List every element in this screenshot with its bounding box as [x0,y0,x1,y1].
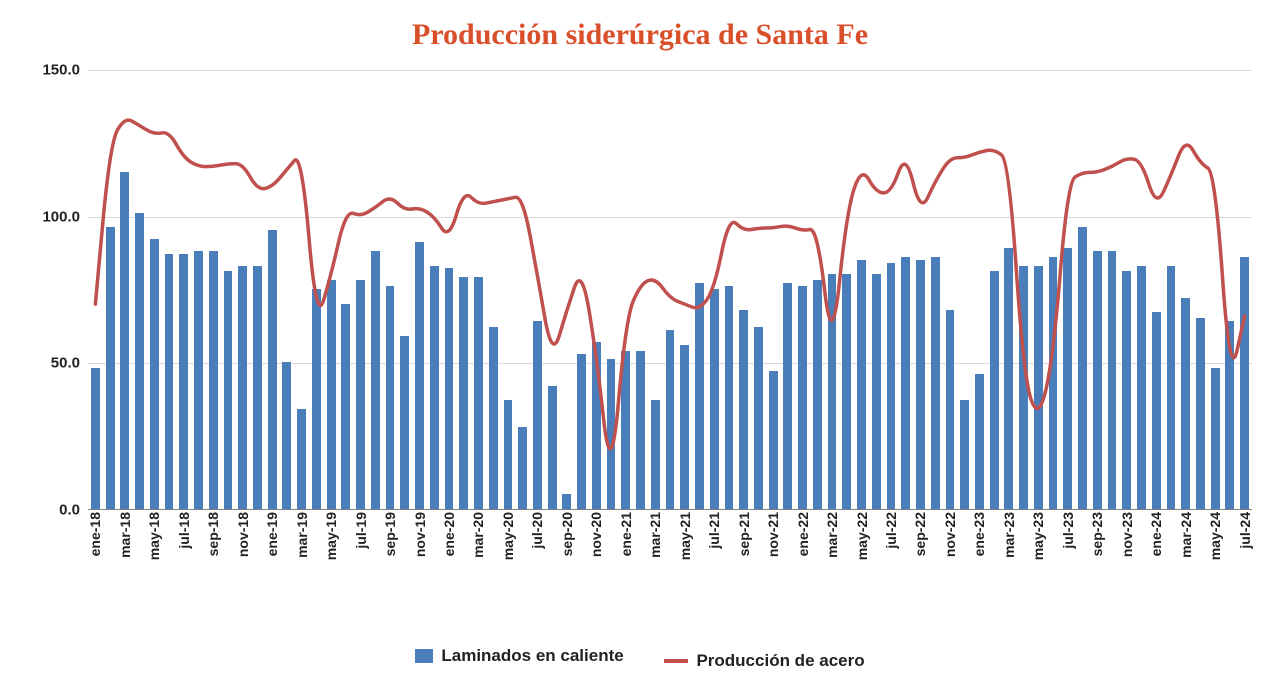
x-tick-label: ene-20 [441,512,457,556]
y-tick-label: 150.0 [28,62,80,79]
x-tick-label: may-18 [146,512,162,560]
x-tick-label: sep-23 [1089,512,1105,556]
x-tick-label: nov-20 [588,512,604,557]
chart-title: Producción siderúrgica de Santa Fe [0,0,1280,62]
chart-area: 0.050.0100.0150.0 ene-18mar-18may-18jul-… [28,70,1252,590]
y-tick-label: 0.0 [28,502,80,519]
x-tick-label: mar-24 [1178,512,1194,558]
legend-item-line: Producción de acero [664,651,864,671]
x-tick-label: ene-22 [795,512,811,556]
x-tick-label: may-22 [854,512,870,560]
x-tick-label: sep-22 [912,512,928,556]
line-path [95,120,1244,449]
x-tick-label: jul-22 [883,512,899,549]
x-tick-label: sep-20 [559,512,575,556]
x-tick-label: ene-24 [1148,512,1164,556]
legend-swatch-bar [415,649,433,663]
line-series [88,70,1252,509]
x-tick-label: jul-21 [706,512,722,549]
x-tick-label: jul-19 [353,512,369,549]
y-tick-label: 100.0 [28,208,80,225]
x-tick-label: nov-21 [765,512,781,557]
x-tick-label: jul-24 [1237,512,1253,549]
x-axis-labels: ene-18 mar-18 may-18 jul-18 sep-18 nov-18 ene-… [88,512,1252,590]
x-tick-label: sep-18 [205,512,221,556]
legend: Laminados en caliente Producción de acer… [0,646,1280,671]
x-tick-label: jul-18 [176,512,192,549]
x-tick-label: mar-20 [470,512,486,558]
x-tick-label: jul-20 [529,512,545,549]
x-tick-label: mar-18 [117,512,133,558]
chart-container: Producción siderúrgica de Santa Fe 0.0 50… [0,0,1280,691]
x-tick-label: nov-19 [412,512,428,557]
x-tick-label: ene-21 [618,512,634,556]
legend-label-bars: Laminados en caliente [441,646,623,666]
legend-swatch-line [664,659,688,663]
x-tick-label: mar-21 [647,512,663,558]
x-tick-label: sep-21 [736,512,752,556]
legend-item-bars: Laminados en caliente [415,646,623,666]
x-tick-label: mar-22 [824,512,840,558]
x-tick-label: may-21 [677,512,693,560]
x-tick-label: jul-23 [1060,512,1076,549]
x-tick-label: nov-18 [235,512,251,557]
x-tick-label: ene-23 [971,512,987,556]
plot-area [88,70,1252,510]
x-tick-label: ene-18 [87,512,103,556]
legend-label-line: Producción de acero [696,651,864,671]
x-tick-label: mar-23 [1001,512,1017,558]
x-tick-label: may-24 [1207,512,1223,560]
x-tick-label: ene-19 [264,512,280,556]
x-tick-label: may-19 [323,512,339,560]
x-tick-label: mar-19 [294,512,310,558]
x-tick-label: nov-22 [942,512,958,557]
x-tick-label: may-23 [1030,512,1046,560]
y-tick-label: 50.0 [28,355,80,372]
x-tick-label: may-20 [500,512,516,560]
x-tick-label: sep-19 [382,512,398,556]
x-tick-label: nov-23 [1119,512,1135,557]
